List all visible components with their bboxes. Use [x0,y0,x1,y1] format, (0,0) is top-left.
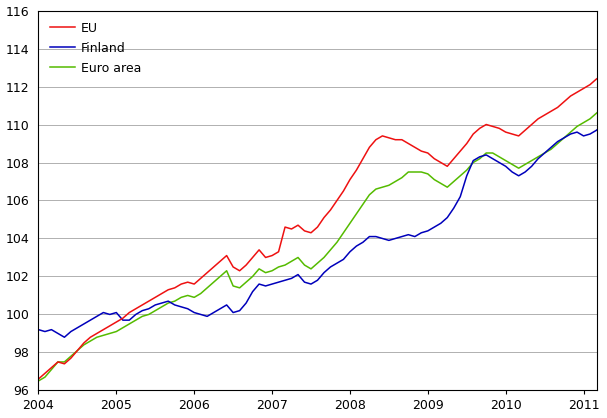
Finland [54,331,61,336]
Legend: EU, Finland, Euro area: EU, Finland, Euro area [45,17,146,79]
Euro area [489,150,497,155]
Euro area [463,168,470,173]
EU [489,124,497,129]
Euro area [61,359,68,364]
Finland [61,335,68,340]
EU [463,141,470,146]
EU [35,377,42,382]
Finland [87,318,94,323]
Finland [521,169,529,174]
Line: EU: EU [38,35,607,379]
Euro area [35,378,42,383]
Euro area [483,150,490,155]
Finland [203,314,211,319]
EU [61,361,68,366]
EU [145,298,152,303]
Line: Euro area: Euro area [38,81,607,381]
Finland [398,234,405,239]
Finland [35,327,42,332]
EU [450,156,458,161]
Finland [353,244,360,249]
Euro area [145,312,152,317]
Euro area [450,179,458,184]
EU [483,122,490,127]
Line: Finland: Finland [38,48,607,337]
